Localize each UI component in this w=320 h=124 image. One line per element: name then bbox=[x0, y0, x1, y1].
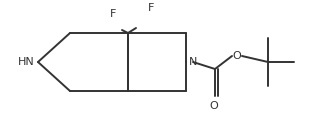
Text: HN: HN bbox=[18, 57, 35, 67]
Text: F: F bbox=[110, 9, 116, 19]
Text: N: N bbox=[189, 57, 197, 67]
Text: F: F bbox=[148, 3, 154, 13]
Text: O: O bbox=[233, 51, 241, 61]
Text: O: O bbox=[210, 101, 218, 111]
